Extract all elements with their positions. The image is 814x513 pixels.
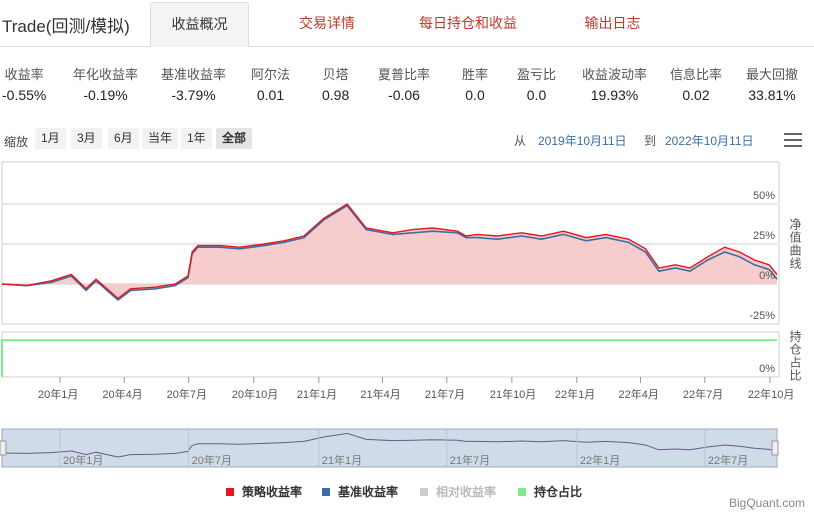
range-to-label: 到: [644, 134, 657, 148]
position-y-axis-title: 持仓占比: [788, 330, 802, 382]
page-title: Trade(回测/模拟): [2, 17, 130, 36]
metric-value: -3.79%: [171, 87, 216, 103]
navigator-tick-label: 20年7月: [191, 455, 233, 467]
metric-label: 基准收益率: [161, 67, 227, 82]
x-tick-label: 20年1月: [37, 389, 79, 401]
metric-value: 0.0: [526, 87, 547, 103]
metric-value: 19.93%: [590, 87, 639, 103]
y-tick-label: 0%: [759, 270, 775, 282]
navigator-tick-label: 22年7月: [707, 455, 749, 467]
metric-value: 0.01: [256, 87, 285, 103]
metric-2: 基准收益率 -3.79%: [161, 64, 226, 103]
position-y-tick-label: 0%: [759, 363, 775, 375]
zoom-label: 缩放: [4, 135, 29, 149]
legend-relative-swatch: [420, 488, 428, 496]
navigator-right-handle[interactable]: [771, 440, 779, 456]
metric-9: 信息比率 0.02: [670, 64, 722, 103]
metric-value: 0.02: [682, 87, 710, 103]
metric-label: 信息比率: [670, 67, 723, 82]
zoom-ytd-button[interactable]: 当年: [142, 128, 179, 149]
zoom-all-button[interactable]: 全部: [216, 128, 253, 149]
tab-bar: [0, 0, 814, 47]
x-tick-label: 21年7月: [424, 389, 466, 401]
main-y-axis-title: 净值曲线: [788, 218, 802, 270]
x-tick-label: 21年1月: [296, 389, 338, 401]
metric-10: 最大回撤 33.81%: [746, 64, 798, 103]
legend-position[interactable]: 持仓占比: [518, 483, 582, 500]
zoom-1m-button[interactable]: 1月: [35, 128, 66, 149]
navigator-ticks: [59, 429, 706, 467]
metric-4: 贝塔 0.98: [322, 64, 349, 103]
y-tick-label: 50%: [752, 190, 775, 202]
position-line: [1, 339, 777, 377]
strategy-fill-area: [2, 204, 777, 299]
legend-strategy-swatch: [226, 488, 234, 496]
metric-8: 收益波动率 19.93%: [582, 64, 647, 103]
tab-output-log[interactable]: 输出日志: [584, 15, 641, 31]
metric-0: 收益率 -0.55%: [2, 64, 46, 103]
x-tick-label: 20年7月: [166, 389, 208, 401]
x-axis-ticks: [59, 377, 771, 383]
metric-label: 胜率: [462, 67, 489, 82]
x-tick-label: 22年7月: [682, 389, 724, 401]
legend-benchmark[interactable]: 基准收益率: [322, 483, 398, 500]
benchmark-line: [1, 204, 778, 302]
zoom-6m-button[interactable]: 6月: [108, 128, 139, 149]
strategy-line: [1, 203, 778, 300]
metric-label: 收益率: [4, 67, 44, 82]
metric-value: -0.06: [388, 87, 420, 103]
x-tick-label: 21年4月: [360, 389, 401, 401]
metric-label: 最大回撤: [746, 67, 799, 82]
metric-7: 盈亏比 0.0: [517, 64, 556, 103]
metric-label: 年化收益率: [73, 67, 139, 82]
legend-benchmark-swatch: [322, 488, 330, 496]
y-tick-label: 25%: [752, 230, 775, 242]
zoom-1y-button[interactable]: 1年: [181, 128, 212, 149]
navigator-series: [1, 432, 778, 458]
x-tick-label: 22年4月: [618, 389, 659, 401]
nav-chart: [0, 161, 780, 468]
zoom-3m-button[interactable]: 3月: [71, 128, 102, 149]
navigator-tick-label: 22年1月: [579, 455, 621, 467]
legend-strategy[interactable]: 策略收益率: [226, 483, 302, 500]
metric-1: 年化收益率 -0.19%: [73, 64, 138, 103]
metric-label: 贝塔: [322, 67, 349, 82]
metric-6: 胜率 0.0: [462, 64, 488, 103]
metric-value: 0.0: [465, 87, 485, 103]
x-tick-label: 20年10月: [231, 389, 279, 401]
legend-relative[interactable]: 相对收益率: [420, 483, 496, 500]
metric-value: -0.19%: [83, 87, 128, 103]
x-tick-label: 22年10月: [747, 389, 795, 401]
tab-summary[interactable]: 收益概况: [150, 2, 249, 47]
metric-label: 收益波动率: [582, 67, 648, 82]
metric-value: 0.98: [322, 87, 350, 103]
x-tick-label: 20年4月: [102, 389, 143, 401]
y-tick-label: -25%: [749, 310, 775, 322]
metric-3: 阿尔法 0.01: [251, 64, 290, 103]
navigator-window[interactable]: [1, 428, 778, 468]
metric-value: -0.55%: [2, 87, 47, 103]
metric-value: 33.81%: [748, 87, 796, 103]
range-from-label: 从: [514, 134, 527, 148]
tab-trade-details[interactable]: 交易详情: [299, 15, 355, 31]
chart-menu-icon[interactable]: [784, 133, 802, 147]
x-tick-label: 22年1月: [554, 389, 596, 401]
range-to-input[interactable]: 2022年10月11日: [665, 134, 754, 148]
watermark: BigQuant.com: [729, 496, 806, 510]
metric-label: 盈亏比: [517, 67, 557, 82]
navigator-tick-label: 20年1月: [62, 455, 104, 467]
navigator-left-handle[interactable]: [0, 440, 7, 456]
metric-label: 阿尔法: [251, 67, 291, 82]
legend-position-swatch: [518, 488, 526, 496]
tab-daily-positions[interactable]: 每日持仓和收益: [419, 15, 517, 31]
navigator-tick-label: 21年1月: [321, 455, 363, 467]
x-tick-label: 21年10月: [489, 389, 537, 401]
metric-label: 夏普比率: [378, 67, 431, 82]
navigator-tick-label: 21年7月: [449, 455, 491, 467]
range-from-input[interactable]: 2019年10月11日: [538, 134, 627, 148]
metric-5: 夏普比率 -0.06: [378, 64, 430, 103]
